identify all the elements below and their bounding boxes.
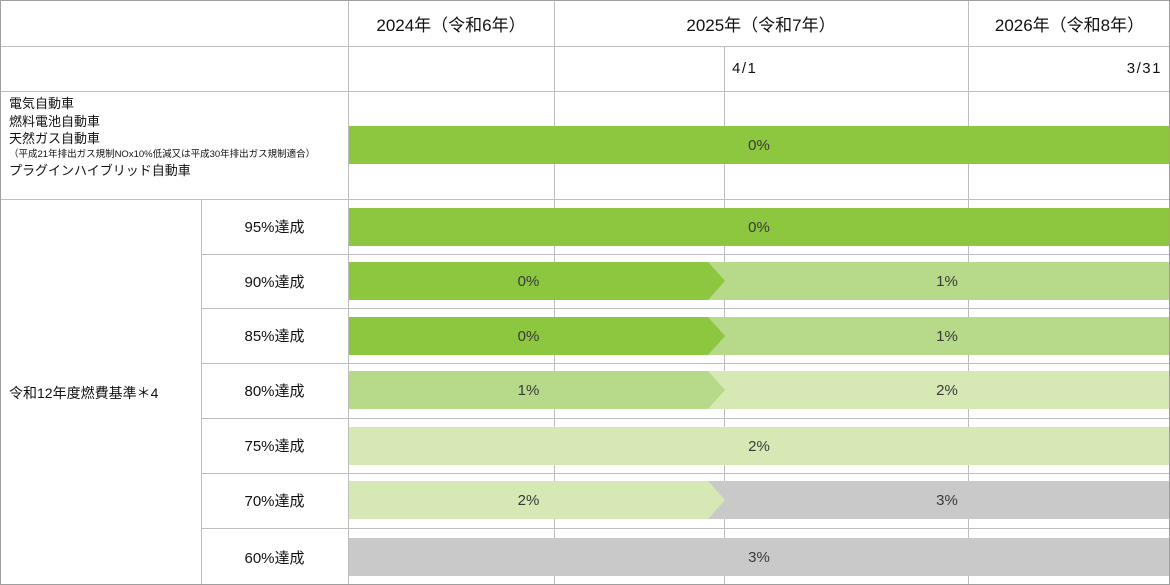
row-label-75: 75%達成	[244, 438, 305, 455]
row-label-95: 95%達成	[244, 219, 305, 236]
bar-85-period2: 1%	[708, 317, 1169, 355]
gridline-row-90-bottom	[201, 308, 1169, 309]
bar-value: 0%	[748, 136, 770, 154]
bar-value: 2%	[936, 381, 958, 399]
period-end-date: 3/31	[1126, 60, 1162, 77]
row-label-80: 80%達成	[244, 383, 305, 400]
bar-95-full: 0%	[349, 208, 1169, 246]
bar-value: 0%	[517, 272, 540, 290]
label-ngv: 天然ガス自動車	[9, 131, 101, 146]
gridline-row-95-bottom	[201, 254, 1169, 255]
bar-value: 1%	[936, 327, 958, 345]
vehicle-category-labels: 電気自動車 燃料電池自動車 天然ガス自動車 （平成21年排出ガス規制NOx10%…	[9, 95, 343, 179]
gridline-label-divider	[348, 1, 349, 584]
bar-value: 1%	[936, 272, 958, 290]
gridline-date-row-bottom	[1, 91, 1169, 92]
year-header-2024: 2024年（令和6年）	[376, 16, 526, 35]
bar-75-full: 2%	[349, 427, 1169, 465]
bar-value: 3%	[936, 491, 958, 509]
bar-90-period1: 0%	[349, 262, 725, 300]
bar-value: 3%	[748, 548, 770, 566]
bar-value: 0%	[748, 218, 770, 236]
bar-70-period2: 3%	[708, 481, 1169, 519]
gridline-header-bottom	[1, 46, 1169, 47]
gridline-group-divider	[201, 199, 202, 584]
bar-value: 0%	[517, 327, 540, 345]
label-fcv: 燃料電池自動車	[9, 113, 101, 129]
gridline-row-80-bottom	[201, 418, 1169, 419]
bar-60-full: 3%	[349, 538, 1169, 576]
row-label-85: 85%達成	[244, 328, 305, 345]
gridline-ev-row-bottom	[1, 199, 1169, 200]
bar-90-period2: 1%	[708, 262, 1169, 300]
bar-80-period1: 1%	[349, 371, 725, 409]
bar-ev-full: 0%	[349, 126, 1169, 164]
bar-80-period2: 2%	[708, 371, 1169, 409]
gridline-row-85-bottom	[201, 363, 1169, 364]
bar-85-period1: 0%	[349, 317, 725, 355]
label-phev: プラグインハイブリッド自動車	[9, 162, 191, 178]
year-header-2025: 2025年（令和7年）	[686, 16, 836, 35]
gridline-row-75-bottom	[201, 473, 1169, 474]
bar-value: 1%	[517, 381, 540, 399]
label-ngv-note: （平成21年排出ガス規制NOx10%低減又は平成30年排出ガス規制適合）	[9, 148, 316, 160]
label-ev: 電気自動車	[9, 96, 75, 111]
row-label-60: 60%達成	[244, 549, 305, 567]
gridline-row-70-bottom	[201, 528, 1169, 529]
bar-value: 2%	[517, 491, 540, 509]
row-label-70: 70%達成	[244, 493, 305, 510]
bar-value: 2%	[748, 437, 770, 455]
row-label-90: 90%達成	[244, 273, 305, 291]
fuel-standard-group-label: 令和12年度燃費基準＊4	[9, 384, 159, 401]
bar-70-period1: 2%	[349, 481, 725, 519]
period-start-date: 4/1	[732, 60, 758, 77]
gridline-april-1	[724, 46, 725, 584]
year-header-2026: 2026年（令和8年）	[994, 16, 1145, 35]
